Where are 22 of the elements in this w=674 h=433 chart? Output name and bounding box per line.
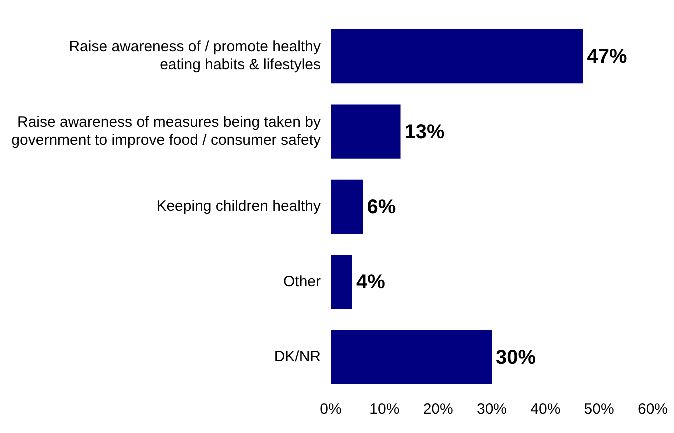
y-tick-label: Raise awareness of / promote healthy eating habits & lifestyles — [69, 38, 322, 74]
y-tick-label: DK/NR — [274, 348, 322, 366]
x-tick-label: 40% — [530, 401, 561, 418]
y-tick-label: Keeping children healthy — [156, 198, 322, 216]
y-tick-label: Raise awareness of measures being taken by government to improve food / consumer safety — [12, 114, 322, 149]
x-tick-label: 0% — [320, 401, 342, 418]
x-tick-label: 30% — [476, 401, 508, 418]
x-tick-label: 20% — [423, 401, 454, 418]
data-label: 30% — [496, 346, 536, 369]
bar — [331, 104, 401, 159]
x-tick-label: 10% — [370, 401, 400, 418]
bar — [331, 30, 584, 84]
bar — [331, 180, 364, 234]
data-label: 47% — [587, 46, 628, 68]
y-tick-label: Other — [283, 273, 322, 290]
data-label: 13% — [404, 121, 446, 144]
data-label: 4% — [356, 272, 386, 294]
x-tick-label: 50% — [584, 401, 614, 418]
bar — [331, 255, 352, 310]
x-tick-label: 60% — [638, 401, 668, 418]
bar — [331, 330, 492, 384]
data-label: 6% — [367, 196, 396, 219]
